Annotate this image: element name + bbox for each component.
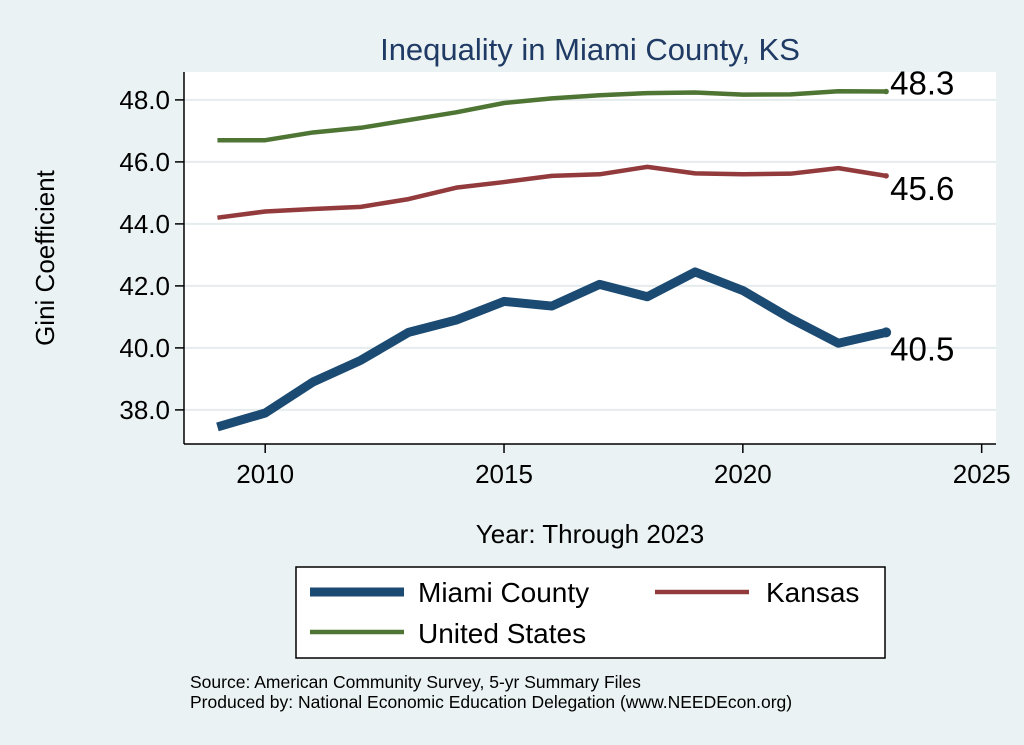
legend-box [295, 566, 886, 659]
x-tick-label: 2015 [475, 459, 533, 489]
end-point-miami-county [881, 327, 892, 338]
x-tick-label: 2010 [236, 459, 294, 489]
series-line-united-states [217, 88, 887, 143]
series-line-kansas [217, 164, 887, 220]
y-tick-label: 46.0 [119, 147, 170, 177]
end-label-united-states: 48.3 [890, 65, 954, 102]
end-point-kansas [883, 173, 889, 179]
y-tick-label: 48.0 [119, 85, 170, 115]
end-label-kansas: 45.6 [890, 170, 954, 207]
end-label-group: 40.5 45.6 48.3 [890, 65, 954, 368]
y-tick-label: 38.0 [119, 395, 170, 425]
end-label-miami-county: 40.5 [890, 330, 954, 367]
source-note: Source: American Community Survey, 5-yr … [190, 672, 641, 692]
series-group [216, 88, 892, 432]
x-tick-group: 2010 2015 2020 2025 [236, 444, 1011, 489]
x-tick-label: 2025 [953, 459, 1011, 489]
y-tick-label: 44.0 [119, 209, 170, 239]
x-axis-label: Year: Through 2023 [476, 519, 704, 549]
legend-label-miami: Miami County [418, 577, 589, 608]
y-tick-group: 38.0 40.0 42.0 44.0 46.0 48.0 [119, 85, 184, 425]
y-tick-label: 40.0 [119, 333, 170, 363]
produced-note: Produced by: National Economic Education… [190, 692, 792, 712]
end-point-united-states [883, 88, 889, 95]
x-tick-label: 2020 [714, 459, 772, 489]
legend-label-us: United States [418, 618, 586, 649]
chart-title: Inequality in Miami County, KS [380, 32, 800, 67]
series-line-miami-county [216, 267, 888, 432]
legend-label-kansas: Kansas [766, 577, 859, 608]
y-axis-label: Gini Coefficient [30, 169, 60, 346]
y-tick-label: 42.0 [119, 271, 170, 301]
